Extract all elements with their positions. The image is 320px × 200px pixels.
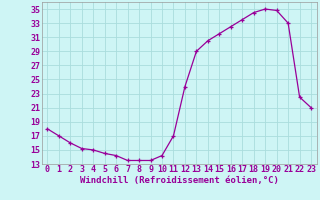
X-axis label: Windchill (Refroidissement éolien,°C): Windchill (Refroidissement éolien,°C) bbox=[80, 176, 279, 185]
